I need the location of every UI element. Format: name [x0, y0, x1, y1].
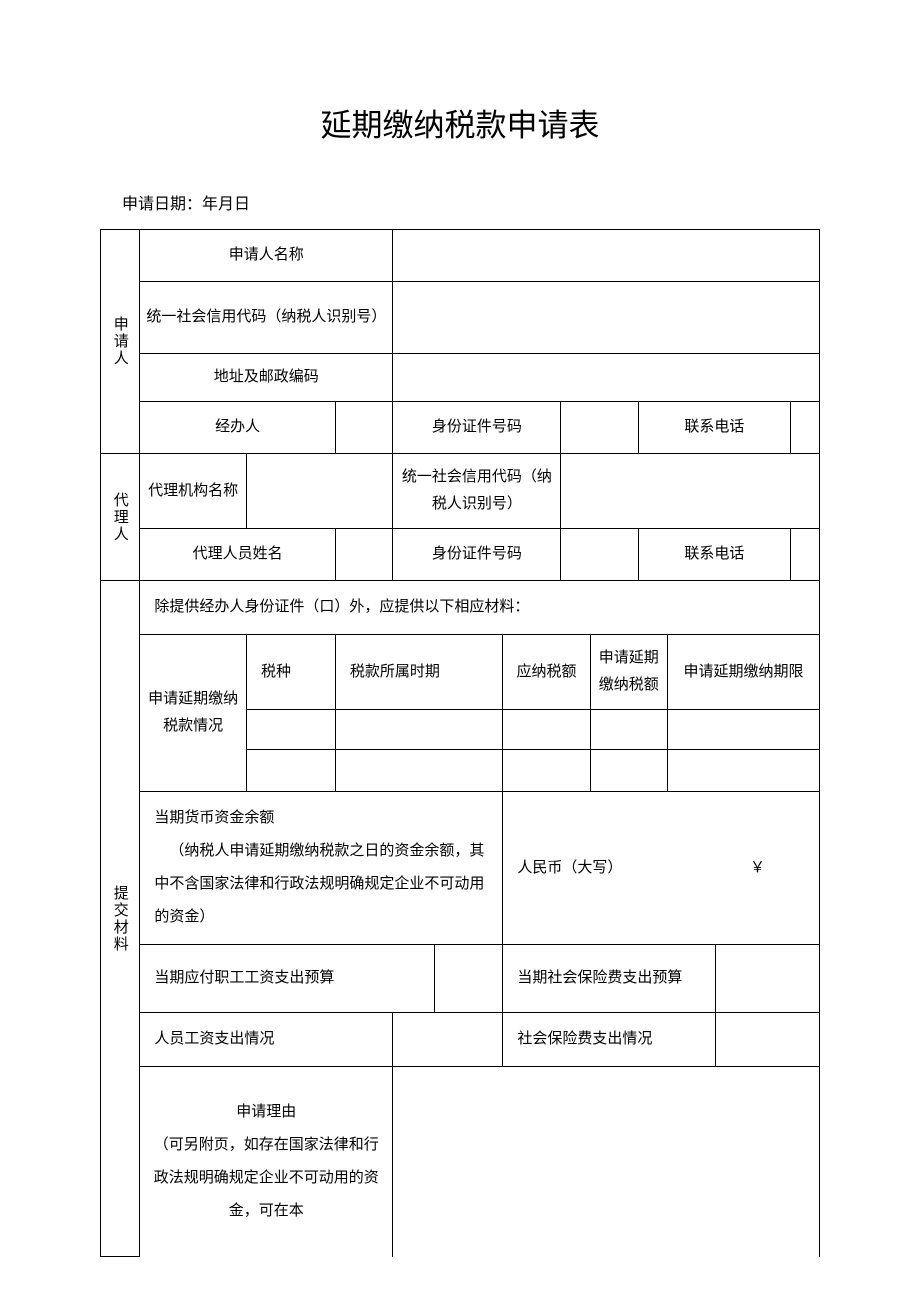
- agent-code-value[interactable]: [561, 454, 820, 529]
- delay-deadline-header: 申请延期缴纳期限: [668, 635, 820, 710]
- applicant-handler-value[interactable]: [335, 402, 392, 454]
- applicant-id-label: 身份证件号码: [393, 402, 561, 454]
- tax-row2-period[interactable]: [335, 750, 503, 792]
- agent-phone-value[interactable]: [790, 529, 819, 581]
- wage-budget-value[interactable]: [434, 945, 503, 1013]
- delay-situation-label: 申请延期缴纳税款情况: [140, 635, 247, 792]
- wage-budget-label: 当期应付职工工资支出预算: [140, 945, 434, 1013]
- materials-intro: 除提供经办人身份证件（口）外，应提供以下相应材料：: [140, 581, 820, 635]
- social-budget-value[interactable]: [716, 945, 820, 1013]
- materials-section-label: 提交材料: [101, 581, 140, 1257]
- tax-row2-type[interactable]: [246, 750, 335, 792]
- wage-situation-label: 人员工资支出情况: [140, 1013, 393, 1067]
- page-title: 延期缴纳税款申请表: [100, 100, 820, 145]
- tax-row1-deadline[interactable]: [668, 710, 820, 750]
- agent-org-label: 代理机构名称: [140, 454, 247, 529]
- applicant-name-value[interactable]: [393, 230, 820, 282]
- applicant-id-value[interactable]: [561, 402, 639, 454]
- tax-row2-amount[interactable]: [503, 750, 590, 792]
- agent-code-label: 统一社会信用代码（纳税人识别号）: [393, 454, 561, 529]
- application-date: 申请日期：年月日: [100, 190, 820, 214]
- tax-row1-delay-amount[interactable]: [590, 710, 668, 750]
- application-form-table: 申请人 申请人名称 统一社会信用代码（纳税人识别号） 地址及邮政编码 经办人 身…: [100, 229, 820, 1257]
- social-situation-value[interactable]: [716, 1013, 820, 1067]
- tax-period-header: 税款所属时期: [335, 635, 503, 710]
- cash-balance-label: 当期货币资金余额 （纳税人申请延期缴纳税款之日的资金余额，其中不含国家法律和行政…: [140, 792, 503, 945]
- applicant-code-label: 统一社会信用代码（纳税人识别号）: [140, 282, 393, 354]
- applicant-name-label: 申请人名称: [140, 230, 393, 282]
- agent-org-value[interactable]: [246, 454, 392, 529]
- reason-label: 申请理由 （可另附页，如存在国家法律和行政法规明确规定企业不可动用的资金，可在本: [140, 1067, 393, 1257]
- applicant-addr-label: 地址及邮政编码: [140, 354, 393, 402]
- tax-row1-period[interactable]: [335, 710, 503, 750]
- agent-person-label: 代理人员姓名: [140, 529, 336, 581]
- tax-row2-delay-amount[interactable]: [590, 750, 668, 792]
- tax-row1-amount[interactable]: [503, 710, 590, 750]
- delay-amount-header: 申请延期缴纳税额: [590, 635, 668, 710]
- applicant-addr-value[interactable]: [393, 354, 820, 402]
- applicant-phone-value[interactable]: [790, 402, 819, 454]
- agent-id-label: 身份证件号码: [393, 529, 561, 581]
- social-situation-label: 社会保险费支出情况: [503, 1013, 716, 1067]
- tax-row1-type[interactable]: [246, 710, 335, 750]
- applicant-phone-label: 联系电话: [638, 402, 790, 454]
- reason-value[interactable]: [393, 1067, 820, 1257]
- applicant-handler-label: 经办人: [140, 402, 336, 454]
- cash-balance-value[interactable]: 人民币（大写） ￥: [503, 792, 820, 945]
- social-budget-label: 当期社会保险费支出预算: [503, 945, 716, 1013]
- agent-id-value[interactable]: [561, 529, 639, 581]
- agent-person-value[interactable]: [335, 529, 392, 581]
- tax-row2-deadline[interactable]: [668, 750, 820, 792]
- tax-amount-header: 应纳税额: [503, 635, 590, 710]
- applicant-code-value[interactable]: [393, 282, 820, 354]
- wage-situation-value[interactable]: [393, 1013, 503, 1067]
- applicant-section-label: 申请人: [101, 230, 140, 454]
- agent-phone-label: 联系电话: [638, 529, 790, 581]
- agent-section-label: 代理人: [101, 454, 140, 581]
- tax-type-header: 税种: [246, 635, 335, 710]
